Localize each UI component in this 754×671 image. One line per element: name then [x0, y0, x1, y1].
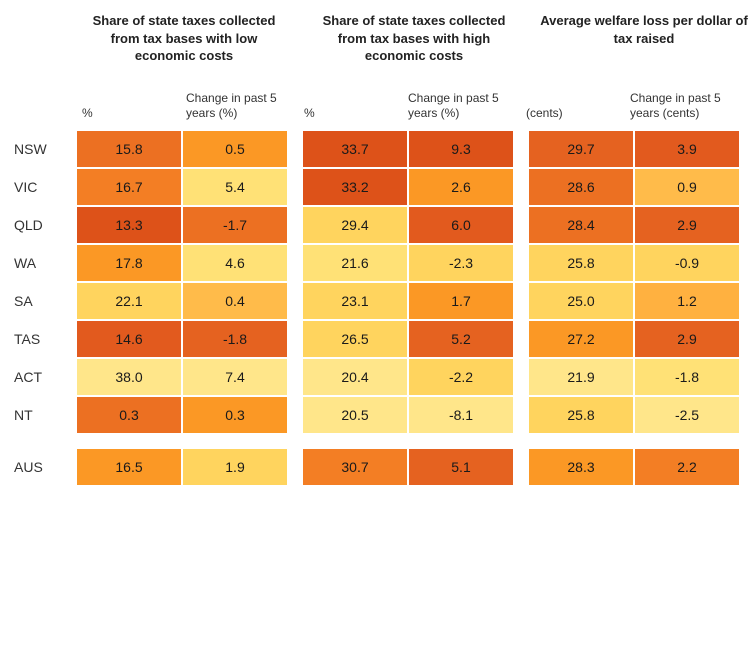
- data-cell: 16.7: [76, 168, 182, 206]
- data-cell: 5.4: [182, 168, 288, 206]
- data-cell: 5.2: [408, 320, 514, 358]
- row-label: TAS: [14, 320, 76, 358]
- table-row: WA17.84.6 21.6-2.3 25.8-0.9: [14, 244, 740, 282]
- subheader: Change in past 5 years (%): [402, 91, 506, 126]
- data-cell: 0.3: [182, 396, 288, 434]
- subheader: Change in past 5 years (cents): [624, 91, 728, 126]
- data-cell: 25.8: [528, 244, 634, 282]
- data-cell: -2.2: [408, 358, 514, 396]
- data-cell: 25.0: [528, 282, 634, 320]
- data-cell: 0.5: [182, 130, 288, 168]
- data-cell: 1.2: [634, 282, 740, 320]
- data-cell: 29.7: [528, 130, 634, 168]
- data-cell: 33.7: [302, 130, 408, 168]
- table-row: ACT38.07.4 20.4-2.2 21.9-1.8: [14, 358, 740, 396]
- data-cell: 21.6: [302, 244, 408, 282]
- data-cell: 0.3: [76, 396, 182, 434]
- row-label: VIC: [14, 168, 76, 206]
- row-label: ACT: [14, 358, 76, 396]
- data-cell: 28.4: [528, 206, 634, 244]
- data-cell: -2.3: [408, 244, 514, 282]
- table-row: NSW15.80.5 33.79.3 29.73.9: [14, 130, 740, 168]
- data-cell: 1.9: [182, 448, 288, 486]
- table-row: NT0.30.320.5-8.125.8-2.5: [14, 396, 740, 434]
- table-row: SA22.10.4 23.11.7 25.01.2: [14, 282, 740, 320]
- row-label: QLD: [14, 206, 76, 244]
- data-cell: 29.4: [302, 206, 408, 244]
- data-cell: 22.1: [76, 282, 182, 320]
- data-cell: 9.3: [408, 130, 514, 168]
- data-cell: 0.4: [182, 282, 288, 320]
- summary-row: AUS16.51.9 30.75.1 28.32.2: [14, 448, 740, 486]
- sub-headers-row: % Change in past 5 years (%) % Change in…: [14, 91, 740, 126]
- data-cell: 0.9: [634, 168, 740, 206]
- data-cell: 4.6: [182, 244, 288, 282]
- data-rows: NSW15.80.533.79.329.73.9VIC16.75.433.22.…: [14, 130, 740, 434]
- data-cell: 23.1: [302, 282, 408, 320]
- data-cell: 16.5: [76, 448, 182, 486]
- data-cell: 21.9: [528, 358, 634, 396]
- data-cell: 2.6: [408, 168, 514, 206]
- data-cell: 20.5: [302, 396, 408, 434]
- table-row-summary: AUS16.51.9 30.75.1 28.32.2: [14, 448, 740, 486]
- data-cell: 17.8: [76, 244, 182, 282]
- subheader: %: [76, 106, 180, 126]
- data-cell: 14.6: [76, 320, 182, 358]
- data-cell: 1.7: [408, 282, 514, 320]
- data-cell: 2.2: [634, 448, 740, 486]
- data-cell: -1.8: [182, 320, 288, 358]
- data-cell: -1.7: [182, 206, 288, 244]
- data-cell: 30.7: [302, 448, 408, 486]
- row-label: AUS: [14, 448, 76, 486]
- subheader: %: [298, 106, 402, 126]
- group-header-2: Share of state taxes collected from tax …: [306, 12, 522, 65]
- data-cell: -2.5: [634, 396, 740, 434]
- subheader: Change in past 5 years (%): [180, 91, 284, 126]
- row-label: NSW: [14, 130, 76, 168]
- data-cell: 38.0: [76, 358, 182, 396]
- data-cell: 28.6: [528, 168, 634, 206]
- group-header-3: Average welfare loss per dollar of tax r…: [536, 12, 752, 47]
- data-cell: 6.0: [408, 206, 514, 244]
- row-label: WA: [14, 244, 76, 282]
- data-cell: -1.8: [634, 358, 740, 396]
- data-cell: -0.9: [634, 244, 740, 282]
- data-cell: 2.9: [634, 206, 740, 244]
- subheader: (cents): [520, 106, 624, 126]
- data-cell: 13.3: [76, 206, 182, 244]
- tax-heatmap-table: Share of state taxes collected from tax …: [14, 12, 740, 486]
- data-cell: 26.5: [302, 320, 408, 358]
- data-cell: 3.9: [634, 130, 740, 168]
- data-cell: 5.1: [408, 448, 514, 486]
- table-row: VIC16.75.4 33.22.6 28.60.9: [14, 168, 740, 206]
- table-row: QLD13.3-1.7 29.46.0 28.42.9: [14, 206, 740, 244]
- data-cell: 2.9: [634, 320, 740, 358]
- data-cell: 7.4: [182, 358, 288, 396]
- row-label: SA: [14, 282, 76, 320]
- data-cell: -8.1: [408, 396, 514, 434]
- data-cell: 25.8: [528, 396, 634, 434]
- group-headers-row: Share of state taxes collected from tax …: [14, 12, 740, 65]
- table-row: TAS14.6-1.8 26.55.2 27.22.9: [14, 320, 740, 358]
- data-cell: 28.3: [528, 448, 634, 486]
- row-label: NT: [14, 396, 76, 434]
- data-cell: 33.2: [302, 168, 408, 206]
- group-header-1: Share of state taxes collected from tax …: [76, 12, 292, 65]
- data-cell: 27.2: [528, 320, 634, 358]
- data-cell: 15.8: [76, 130, 182, 168]
- data-cell: 20.4: [302, 358, 408, 396]
